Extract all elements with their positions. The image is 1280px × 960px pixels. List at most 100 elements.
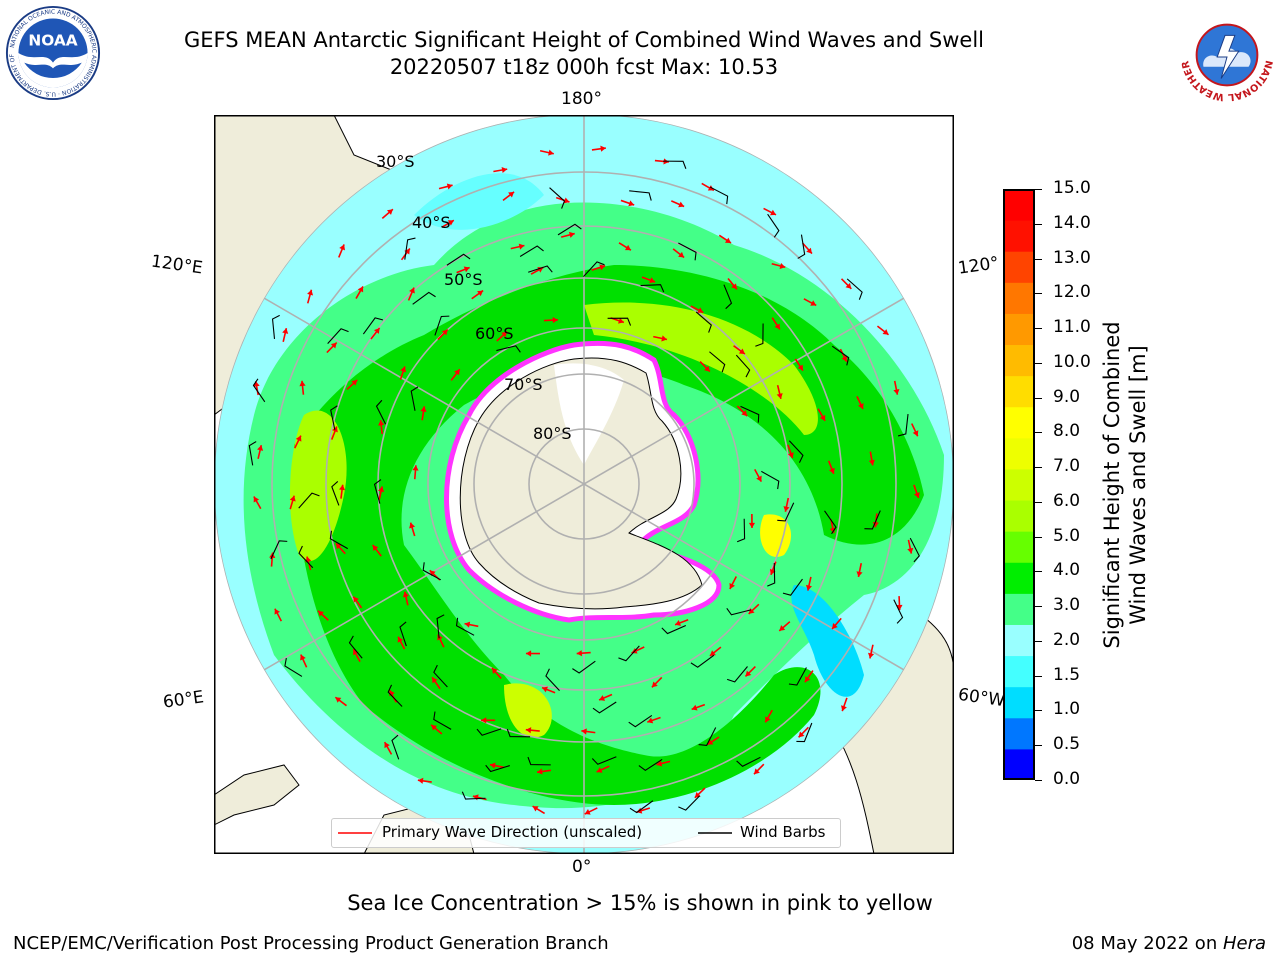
wind-barb <box>412 291 436 305</box>
wave-direction-arrow-head <box>845 282 852 289</box>
wind-barb <box>726 666 748 683</box>
lat-label-40s: 40°S <box>412 213 451 232</box>
wind-barb <box>893 599 904 624</box>
wave-direction-arrow-head <box>779 262 786 269</box>
wave-direction-arrow-head <box>454 369 460 376</box>
wind-barb <box>909 537 920 563</box>
wind-barb <box>434 315 450 336</box>
wave-direction-arrow-head <box>829 467 835 474</box>
wave-direction-arrow-head <box>599 695 606 701</box>
wind-barb <box>726 607 751 616</box>
wind-barb <box>592 701 617 714</box>
wind-barb <box>327 328 349 345</box>
wind-barb <box>399 621 407 647</box>
wave-direction-legend-swatch <box>338 832 372 834</box>
colorbar-segment <box>1003 282 1035 314</box>
wind-barb <box>797 234 806 259</box>
lon-label-60w: 60°W <box>956 684 1007 712</box>
wave-direction-arrow-head <box>704 365 710 372</box>
wave-direction-arrow-head <box>661 335 667 342</box>
wave-direction-arrow-head <box>417 777 424 784</box>
wave-direction-arrow-head <box>525 727 532 734</box>
wave-direction-arrow-head <box>628 200 635 207</box>
wind-barb <box>690 654 715 668</box>
colorbar-segment <box>1003 748 1035 780</box>
colorbar-tick-label: 1.5 <box>1053 664 1081 685</box>
wave-direction-arrow-head <box>548 149 554 156</box>
wave-direction-arrow-head <box>353 596 359 603</box>
wave-direction-arrow-head <box>339 484 346 491</box>
wave-direction-arrow-head <box>402 591 409 598</box>
wave-direction-arrow-head <box>748 522 756 529</box>
wave-direction-arrow-head <box>576 650 583 657</box>
wave-direction-arrow-head <box>357 286 364 293</box>
wave-direction-arrow-head <box>501 166 508 174</box>
wind-barb <box>496 345 521 353</box>
wave-direction-arrow-head <box>618 317 624 324</box>
colorbar-segment <box>1003 468 1035 501</box>
wave-direction-arrow-head <box>447 220 454 226</box>
wave-direction-arrow-head <box>409 287 415 294</box>
wind-barb <box>284 657 303 677</box>
colorbar-segment <box>1003 593 1035 625</box>
wave-direction-arrow-head <box>912 430 919 437</box>
wind-barb <box>362 317 384 335</box>
wave-direction-arrow-head <box>330 342 337 349</box>
lat-label-80s: 80°S <box>533 424 572 443</box>
wind-barb <box>557 223 582 236</box>
wave-direction-arrow-head <box>491 667 498 674</box>
wave-direction-arrow-head <box>675 620 681 626</box>
wind-barb <box>846 278 863 300</box>
wave-direction-arrow-head <box>656 760 663 767</box>
wind-barb <box>446 253 471 266</box>
wave-direction-arrow-head <box>404 248 410 255</box>
wave-direction-arrow-head <box>409 522 416 529</box>
wave-direction-arrow-head <box>832 623 838 629</box>
wind-barb <box>433 711 452 730</box>
wave-direction-arrow-head <box>397 636 404 643</box>
colorbar-tick-label: 1.0 <box>1053 699 1081 720</box>
wind-barb <box>897 413 909 437</box>
credit-branch: NCEP/EMC/Verification Post Processing Pr… <box>13 933 609 954</box>
colorbar-label: Significant Height of Combined Wind Wave… <box>1099 321 1151 648</box>
lat-label-60s: 60°S <box>475 324 514 343</box>
wave-direction-arrow-head <box>446 183 453 190</box>
wind-barb <box>736 756 761 767</box>
noaa-logo-text: NOAA <box>28 31 77 49</box>
wind-barb <box>767 213 780 238</box>
wave-direction-arrow-head <box>738 348 745 355</box>
colorbar-segment <box>1003 562 1035 594</box>
wave-direction-arrow-head <box>896 604 903 611</box>
colorbar-tick-label: 4.0 <box>1053 560 1081 581</box>
wind-barb <box>331 480 340 506</box>
map-title: GEFS MEAN Antarctic Significant Height o… <box>183 28 985 52</box>
colorbar-tick-mark <box>1035 397 1042 399</box>
wind-barb <box>528 265 553 273</box>
colorbar-tick-label: 5.0 <box>1053 525 1081 546</box>
wave-direction-arrow-head <box>335 697 342 703</box>
wind-barb-legend-swatch <box>698 832 732 834</box>
wave-direction-arrow-head <box>378 486 385 493</box>
colorbar-tick-mark <box>1035 710 1042 712</box>
colorbar-tick-label: 6.0 <box>1053 490 1081 511</box>
colorbar-segment <box>1003 406 1035 439</box>
lon-label-120e: 120°E <box>149 251 204 279</box>
wave-direction-arrow-head <box>489 762 496 769</box>
wind-barb-legend-label: Wind Barbs <box>740 823 826 841</box>
wind-barb <box>375 399 387 425</box>
wind-barb <box>735 354 751 378</box>
wind-barb <box>755 323 764 347</box>
wind-barb <box>455 617 475 636</box>
wind-barb <box>607 317 632 326</box>
wave-direction-arrow-head <box>289 495 296 502</box>
colorbar-tick-mark <box>1035 467 1042 469</box>
colorbar-tick-label: 2.0 <box>1053 629 1081 650</box>
wave-direction-arrow-head <box>770 209 777 216</box>
wave-direction-arrow-head <box>691 704 698 711</box>
wind-barb <box>740 405 760 423</box>
wave-direction-arrow-head <box>477 290 484 297</box>
wind-barb <box>709 186 729 205</box>
wave-direction-arrow-head <box>724 237 731 243</box>
wave-direction-arrow-head <box>806 247 812 254</box>
colorbar-tick-mark <box>1035 223 1042 225</box>
